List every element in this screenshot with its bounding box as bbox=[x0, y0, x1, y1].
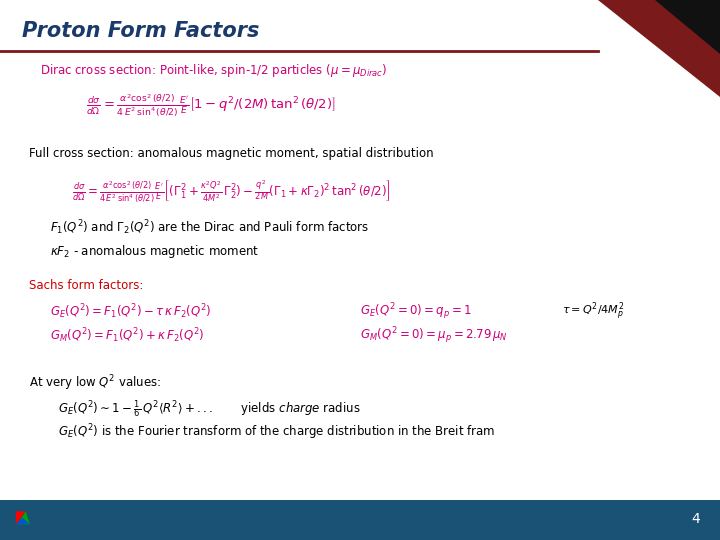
Text: Sachs form factors:: Sachs form factors: bbox=[29, 279, 143, 292]
Polygon shape bbox=[598, 0, 720, 97]
Text: $G_E(Q^2) \sim 1 - \frac{1}{6}\,Q^2 \langle R^2 \rangle + ...$       yields $\ma: $G_E(Q^2) \sim 1 - \frac{1}{6}\,Q^2 \lan… bbox=[58, 399, 360, 420]
Polygon shape bbox=[16, 511, 26, 524]
Text: $\tau = Q^2/4M_p^2$: $\tau = Q^2/4M_p^2$ bbox=[562, 301, 624, 323]
Text: $F_1(Q^2)$ and $\Gamma_2(Q^2)$ are the Dirac and Pauli form factors: $F_1(Q^2)$ and $\Gamma_2(Q^2)$ are the D… bbox=[50, 219, 369, 237]
Text: $G_E(Q^2)$ is the Fourier transform of the charge distribution in the Breit fram: $G_E(Q^2)$ is the Fourier transform of t… bbox=[58, 422, 495, 442]
Polygon shape bbox=[655, 0, 720, 54]
Text: Dirac cross section: Point-like, spin-1/2 particles ($\mu=\mu_{Dirac}$): Dirac cross section: Point-like, spin-1/… bbox=[40, 62, 387, 79]
Polygon shape bbox=[18, 511, 30, 524]
Text: $\frac{d\sigma}{d\Omega} = \frac{\alpha^2 \cos^2(\theta/2)}{4\,E^2\,\sin^4(\thet: $\frac{d\sigma}{d\Omega} = \frac{\alpha^… bbox=[72, 179, 391, 205]
Text: $G_M(Q^2) = F_1(Q^2) + \kappa\,F_2(Q^2)$: $G_M(Q^2) = F_1(Q^2) + \kappa\,F_2(Q^2)$ bbox=[50, 327, 205, 345]
Text: At very low $Q^2$ values:: At very low $Q^2$ values: bbox=[29, 374, 161, 393]
Text: 4: 4 bbox=[691, 512, 700, 526]
Text: $G_E(Q^2) = F_1(Q^2) - \tau\,\kappa\,F_2(Q^2)$: $G_E(Q^2) = F_1(Q^2) - \tau\,\kappa\,F_2… bbox=[50, 303, 212, 321]
Polygon shape bbox=[16, 518, 30, 524]
Text: $\frac{d\sigma}{d\Omega} = \frac{\alpha^2 \cos^2(\theta/2)}{4\,E^2\,\sin^4(\thet: $\frac{d\sigma}{d\Omega} = \frac{\alpha^… bbox=[86, 92, 336, 118]
Text: Proton Form Factors: Proton Form Factors bbox=[22, 21, 259, 41]
Text: $\kappa F_2$ - anomalous magnetic moment: $\kappa F_2$ - anomalous magnetic moment bbox=[50, 242, 260, 260]
Text: Full cross section: anomalous magnetic moment, spatial distribution: Full cross section: anomalous magnetic m… bbox=[29, 147, 433, 160]
Text: $G_E(Q^2{=}0) = q_p = 1$: $G_E(Q^2{=}0) = q_p = 1$ bbox=[360, 302, 472, 322]
Bar bbox=[0, 500, 720, 540]
Text: $G_M(Q^2{=}0) = \mu_p = 2.79\,\mu_N$: $G_M(Q^2{=}0) = \mu_p = 2.79\,\mu_N$ bbox=[360, 326, 508, 346]
